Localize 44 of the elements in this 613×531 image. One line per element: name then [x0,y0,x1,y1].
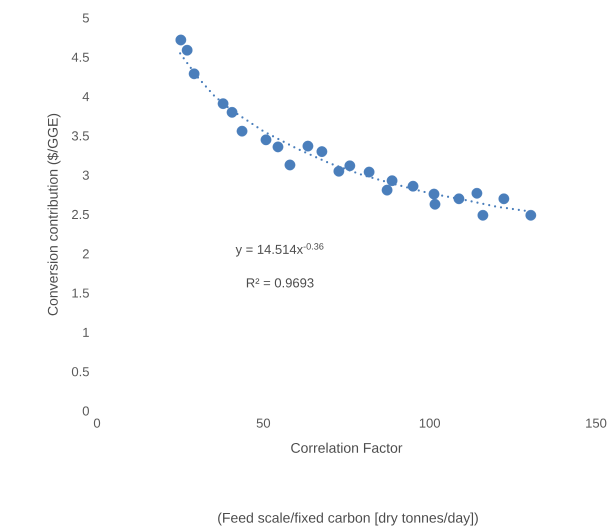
point [182,44,193,56]
point [454,193,464,204]
point [333,166,344,177]
point [477,210,488,221]
annotation: y = 14.514x$^{-0.36}$ [236,243,324,257]
point [364,166,375,178]
point [188,68,200,80]
y-tick-label: 1 [83,328,89,337]
point [344,160,356,172]
y-tick-label: 2 [82,249,89,258]
point [218,98,228,110]
point [316,146,328,158]
y-tick-label: 3 [82,170,89,180]
y-tick-label: 5 [82,13,89,23]
y-tick-label: 1.5 [72,288,89,298]
x-tick-label: 0 [94,418,100,428]
point [226,106,238,118]
point [525,210,536,221]
y-tick-label: 2.5 [72,210,89,220]
point [236,126,248,137]
x-tick-label: 150 [586,418,606,428]
point [272,142,284,152]
y-tick-label: 4 [82,92,90,102]
point [382,184,392,196]
y-tick-label: 0 [82,406,89,416]
point [498,193,510,204]
point [302,140,314,152]
y-axis-title: Conversion contribution ($/GGE) [47,114,61,316]
x-axis-title: Correlation Factor [291,442,402,453]
point [284,160,296,170]
point [175,34,186,46]
y-tick-label: 4.5 [72,52,89,62]
point [430,198,440,210]
point [428,188,440,200]
point [386,175,398,186]
x-tick-label: 100 [420,418,440,428]
point [472,188,482,199]
point [260,134,272,146]
y-tick-label: 3.5 [72,131,89,140]
x-tick-label: 50 [256,418,270,428]
point [408,180,418,192]
text: (Feed scale/fixed carbon [dry tonnes/day]) [218,512,478,526]
annotation: R² = 0.9693 [246,278,314,288]
y-tick-label: 0.5 [72,367,89,376]
